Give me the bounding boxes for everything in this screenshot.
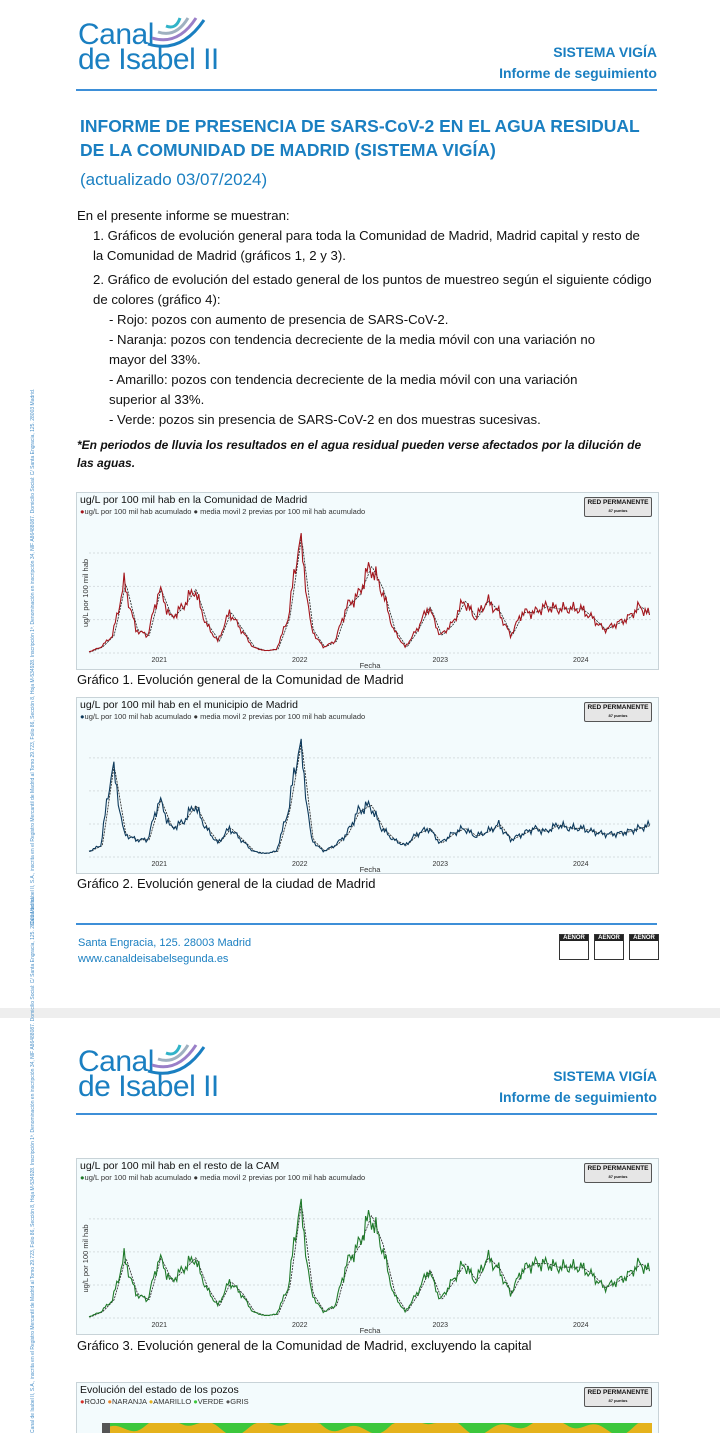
footer-divider bbox=[76, 923, 657, 925]
legend-item: ug/L por 100 mil hab acumulado bbox=[84, 712, 192, 721]
x-tick-label: 2021 bbox=[151, 1322, 167, 1329]
legal-sidebar-text: Canal de Isabel II, S.A., inscrita en el… bbox=[30, 388, 36, 925]
area-gris bbox=[102, 1423, 110, 1433]
x-axis-label: Fecha bbox=[360, 1326, 382, 1334]
legend-item: AMARILLO bbox=[153, 1397, 192, 1406]
x-tick-label: 2022 bbox=[292, 1322, 308, 1329]
red-permanente-badge: RED PERMANENTE 87 puntos bbox=[584, 702, 652, 722]
logo-waves-icon bbox=[147, 17, 206, 48]
logo-waves-icon bbox=[147, 1044, 206, 1075]
aenor-cert-icon: AENOR bbox=[559, 934, 589, 960]
chart-1: ug/L por 100 mil hab en la Comunidad de … bbox=[76, 492, 659, 670]
status-area-plot bbox=[102, 1423, 652, 1433]
logo-line2: de Isabel II bbox=[78, 43, 219, 76]
series-line bbox=[88, 738, 651, 854]
color-code-red: - Rojo: pozos con aumento de presencia d… bbox=[109, 312, 449, 327]
report-subtitle: Informe de seguimiento bbox=[499, 65, 657, 81]
header-divider bbox=[76, 1113, 657, 1115]
legend-item: NARANJA bbox=[112, 1397, 147, 1406]
x-tick-label: 2023 bbox=[432, 657, 448, 664]
chart-3-caption: Gráfico 3. Evolución general de la Comun… bbox=[77, 1338, 532, 1353]
red-permanente-badge: RED PERMANENTE 87 puntos bbox=[584, 1387, 652, 1407]
chart-legend: ●ug/L por 100 mil hab acumulado ● media … bbox=[80, 507, 366, 516]
x-tick-label: 2021 bbox=[151, 657, 167, 664]
chart-plot: 2021 2022 2023 2024 Fecha ug/L por 100 mil ha… bbox=[81, 533, 651, 669]
report-subtitle: Informe de seguimiento bbox=[499, 1089, 657, 1105]
legend-item: media movil 2 previas por 100 mil hab ac… bbox=[200, 507, 366, 516]
red-permanente-badge: RED PERMANENTE 87 puntos bbox=[584, 497, 652, 517]
x-tick-label: 2023 bbox=[432, 861, 448, 868]
legend-item: media movil 2 previas por 100 mil hab ac… bbox=[200, 712, 366, 721]
legend-item: GRIS bbox=[230, 1397, 249, 1406]
system-name: SISTEMA VIGÍA bbox=[553, 1068, 657, 1084]
x-tick-label: 2022 bbox=[292, 657, 308, 664]
chart-2: ug/L por 100 mil hab en el municipio de … bbox=[76, 697, 659, 874]
logo-line1: Canal bbox=[78, 1045, 154, 1078]
area-verde bbox=[110, 1423, 652, 1433]
x-tick-label: 2024 bbox=[573, 1322, 589, 1329]
header-divider bbox=[76, 89, 657, 91]
chart-plot: 2021 2022 2023 2024 Fecha bbox=[88, 738, 651, 873]
color-code-orange: - Naranja: pozos con tendencia decrecien… bbox=[109, 332, 596, 367]
y-axis-label: ug/L por 100 mil hab bbox=[81, 1224, 90, 1292]
aenor-cert-icon: AENOR bbox=[629, 934, 659, 960]
footer-address: Santa Engracia, 125. 28003 Madrid bbox=[78, 937, 252, 949]
chart-2-caption: Gráfico 2. Evolución general de la ciuda… bbox=[77, 876, 376, 891]
page-break bbox=[0, 1008, 720, 1018]
footer-contact: Santa Engracia, 125. 28003 Madrid www.ca… bbox=[78, 935, 251, 967]
x-tick-label: 2024 bbox=[573, 657, 589, 664]
aenor-cert-icon: AENOR bbox=[594, 934, 624, 960]
x-tick-label: 2021 bbox=[151, 861, 167, 868]
intro-section: En el presente informe se muestran: 1. G… bbox=[77, 206, 652, 472]
moving-average-line bbox=[89, 1205, 650, 1318]
legend-item: media movil 2 previas por 100 mil hab ac… bbox=[200, 1173, 366, 1182]
x-axis-label: Fecha bbox=[360, 661, 382, 669]
system-name: SISTEMA VIGÍA bbox=[553, 44, 657, 60]
chart-4: Evolución del estado de los pozos ●ROJO … bbox=[76, 1382, 659, 1433]
moving-average-line bbox=[89, 743, 650, 854]
logo-line2: de Isabel II bbox=[78, 1070, 219, 1103]
series-line bbox=[88, 1198, 651, 1318]
x-tick-label: 2023 bbox=[432, 1322, 448, 1329]
header-right: SISTEMA VIGÍA Informe de seguimiento bbox=[499, 1066, 657, 1108]
header-right: SISTEMA VIGÍA Informe de seguimiento bbox=[499, 42, 657, 84]
chart-legend: ●ug/L por 100 mil hab acumulado ● media … bbox=[80, 712, 366, 721]
color-code-yellow: - Amarillo: pozos con tendencia decrecie… bbox=[109, 372, 578, 407]
chart-title: ug/L por 100 mil hab en el resto de la C… bbox=[80, 1160, 280, 1172]
list-item: 2. Gráfico de evolución del estado gener… bbox=[93, 272, 652, 307]
chart-1-caption: Gráfico 1. Evolución general de la Comun… bbox=[77, 672, 404, 687]
logo: Canal de Isabel II bbox=[78, 17, 219, 76]
intro-text: En el presente informe se muestran: bbox=[77, 208, 290, 223]
chart-legend: ●ROJO ●NARANJA ●AMARILLO ●VERDE ●GRIS bbox=[80, 1397, 249, 1406]
logo: Canal de Isabel II bbox=[78, 1044, 219, 1103]
updated-date: (actualizado 03/07/2024) bbox=[80, 170, 268, 189]
color-code-green: - Verde: pozos sin presencia de SARS-CoV… bbox=[109, 412, 541, 427]
chart-3: ug/L por 100 mil hab en el resto de la C… bbox=[76, 1158, 659, 1335]
chart-title: ug/L por 100 mil hab en el municipio de … bbox=[80, 699, 298, 711]
y-axis-label: ug/L por 100 mil hab bbox=[81, 559, 90, 627]
aenor-certifications: AENOR AENOR AENOR bbox=[559, 934, 659, 960]
report-title: INFORME DE PRESENCIA DE SARS-CoV-2 EN EL… bbox=[80, 116, 640, 160]
chart-title: Evolución del estado de los pozos bbox=[80, 1384, 239, 1396]
moving-average-line bbox=[89, 538, 650, 653]
red-permanente-badge: RED PERMANENTE 87 puntos bbox=[584, 1163, 652, 1183]
legend-dot: ● bbox=[80, 507, 85, 516]
legal-sidebar-text: Canal de Isabel II, S.A., inscrita en el… bbox=[30, 896, 36, 1433]
chart-title: ug/L por 100 mil hab en la Comunidad de … bbox=[80, 494, 308, 506]
list-item: 1. Gráficos de evolución general para to… bbox=[93, 228, 640, 263]
x-axis-label: Fecha bbox=[360, 865, 382, 873]
rain-note: *En periodos de lluvia los resultados en… bbox=[77, 438, 642, 470]
x-tick-label: 2022 bbox=[292, 861, 308, 868]
chart-plot: 2021 2022 2023 2024 Fecha ug/L por 100 mil ha… bbox=[81, 1198, 651, 1334]
series-line bbox=[88, 533, 651, 653]
legend-item: VERDE bbox=[197, 1397, 224, 1406]
footer-website[interactable]: www.canaldeisabelsegunda.es bbox=[78, 953, 229, 965]
chart-legend: ●ug/L por 100 mil hab acumulado ● media … bbox=[80, 1173, 366, 1182]
x-tick-label: 2024 bbox=[573, 861, 589, 868]
legend-item: ug/L por 100 mil hab acumulado bbox=[84, 507, 192, 516]
logo-line1: Canal bbox=[78, 18, 154, 51]
legend-item: ROJO bbox=[84, 1397, 106, 1406]
legend-item: ug/L por 100 mil hab acumulado bbox=[84, 1173, 192, 1182]
